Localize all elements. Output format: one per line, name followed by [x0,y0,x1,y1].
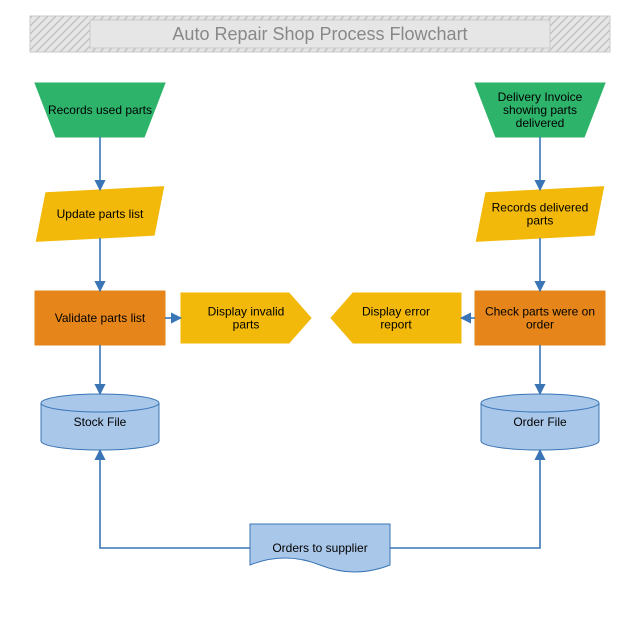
node-n6: Check parts were onorder [475,291,605,345]
svg-text:Display invalid: Display invalid [208,305,285,319]
svg-text:parts: parts [233,318,260,332]
node-n8: Records deliveredparts [474,187,606,242]
page-title: Auto Repair Shop Process Flowchart [172,24,467,44]
node-n3: Validate parts list [35,291,165,345]
svg-text:Display error: Display error [362,305,430,319]
node-n1: Records used parts [35,83,165,137]
svg-text:showing parts: showing parts [503,103,577,117]
node-n7: Delivery Invoiceshowing partsdelivered [475,83,605,137]
svg-text:Records delivered: Records delivered [492,201,589,215]
node-n2: Update parts list [34,187,166,242]
svg-text:Update parts list: Update parts list [57,207,144,221]
svg-text:report: report [380,318,412,332]
svg-text:Order File: Order File [513,415,567,429]
node-n5: Display errorreport [331,293,461,343]
svg-text:Records used parts: Records used parts [48,103,152,117]
svg-text:parts: parts [527,214,554,228]
svg-text:Validate parts list: Validate parts list [55,311,146,325]
svg-text:Orders to supplier: Orders to supplier [272,541,367,555]
node-n9: Stock File [41,394,159,450]
node-n4: Display invalidparts [181,293,311,343]
svg-text:Check parts were on: Check parts were on [485,305,595,319]
svg-text:order: order [526,318,554,332]
node-n11: Orders to supplier [250,524,390,572]
svg-text:Stock File: Stock File [74,415,127,429]
node-n10: Order File [481,394,599,450]
svg-text:delivered: delivered [516,116,565,130]
flowchart-canvas: Auto Repair Shop Process Flowchart Record… [0,0,639,625]
svg-text:Delivery Invoice: Delivery Invoice [498,90,583,104]
